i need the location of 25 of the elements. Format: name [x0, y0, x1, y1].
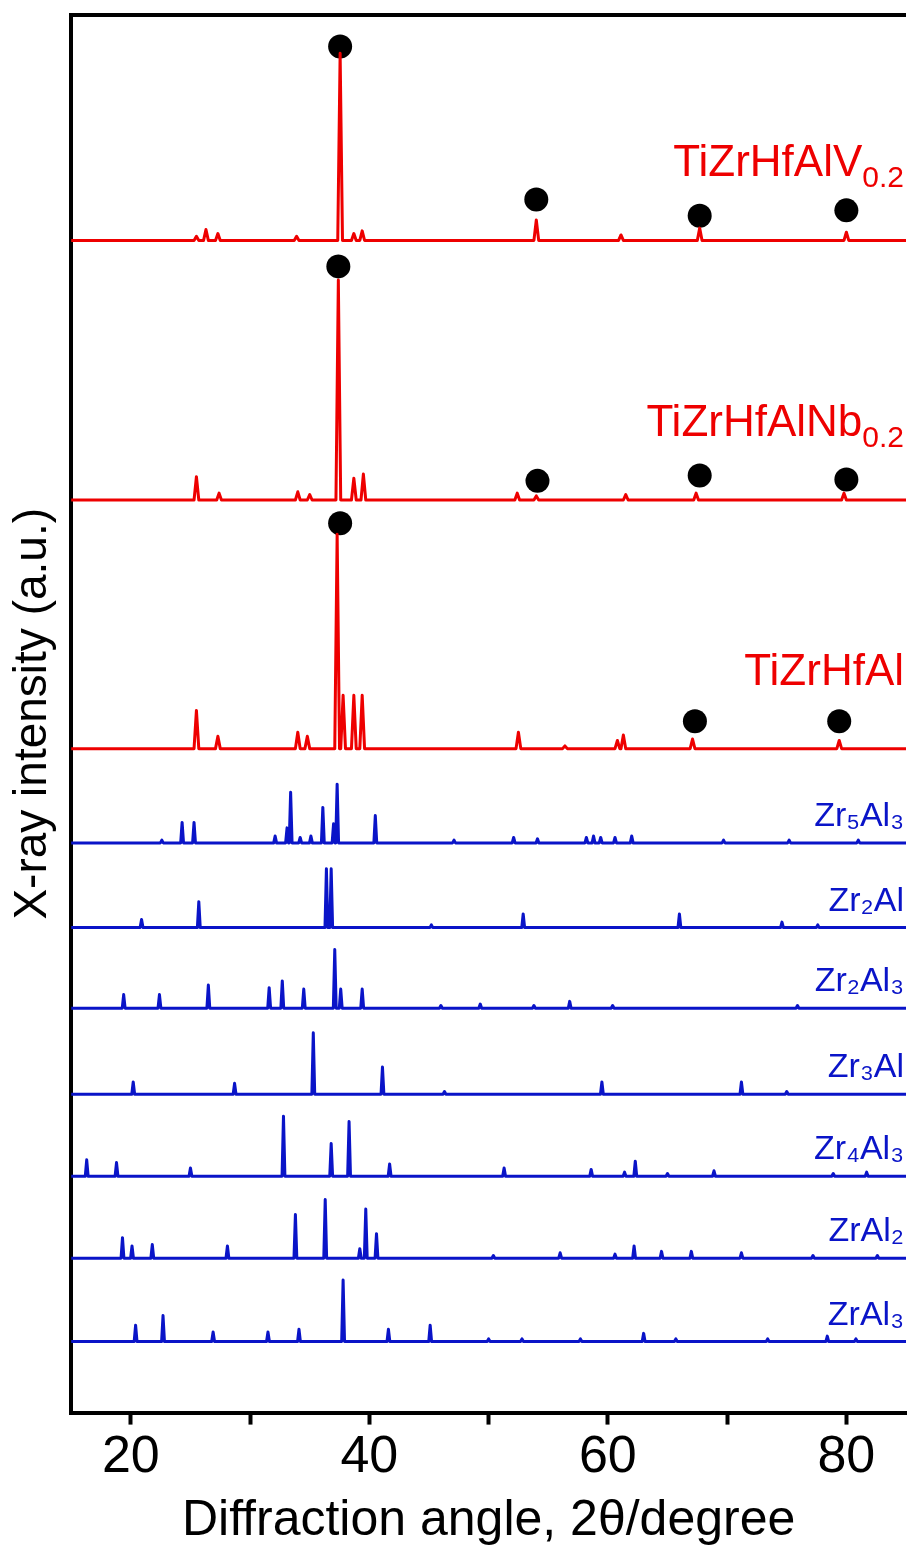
series-label: Zr₃Al	[827, 1046, 904, 1085]
y-axis-title: X-ray intensity (a.u.)	[4, 508, 57, 920]
x-axis-title: Diffraction angle, 2θ/degree	[181, 1489, 796, 1546]
series-label: Zr₄Al₃	[813, 1128, 904, 1167]
point	[687, 203, 712, 228]
series-label: ZrAl₂	[828, 1210, 905, 1249]
point	[328, 511, 353, 536]
series-label: ZrAl₃	[827, 1293, 904, 1332]
x-tick-label: 80	[817, 1425, 876, 1484]
point	[827, 709, 852, 734]
point	[834, 467, 859, 492]
series-label: TiZrHfAl	[744, 644, 904, 694]
x-tick-label: 20	[101, 1425, 160, 1484]
x-tick-label: 60	[578, 1425, 637, 1484]
series-label: Zr₂Al₃	[814, 960, 905, 999]
x-tick-label: 40	[340, 1425, 399, 1484]
series-label: Zr₂Al	[828, 879, 905, 918]
point	[328, 34, 353, 59]
point	[687, 463, 712, 488]
point	[525, 468, 550, 493]
point	[326, 254, 351, 279]
point	[682, 709, 707, 734]
point	[834, 198, 859, 223]
series-label: Zr₅Al₃	[814, 794, 905, 833]
point	[524, 187, 549, 212]
